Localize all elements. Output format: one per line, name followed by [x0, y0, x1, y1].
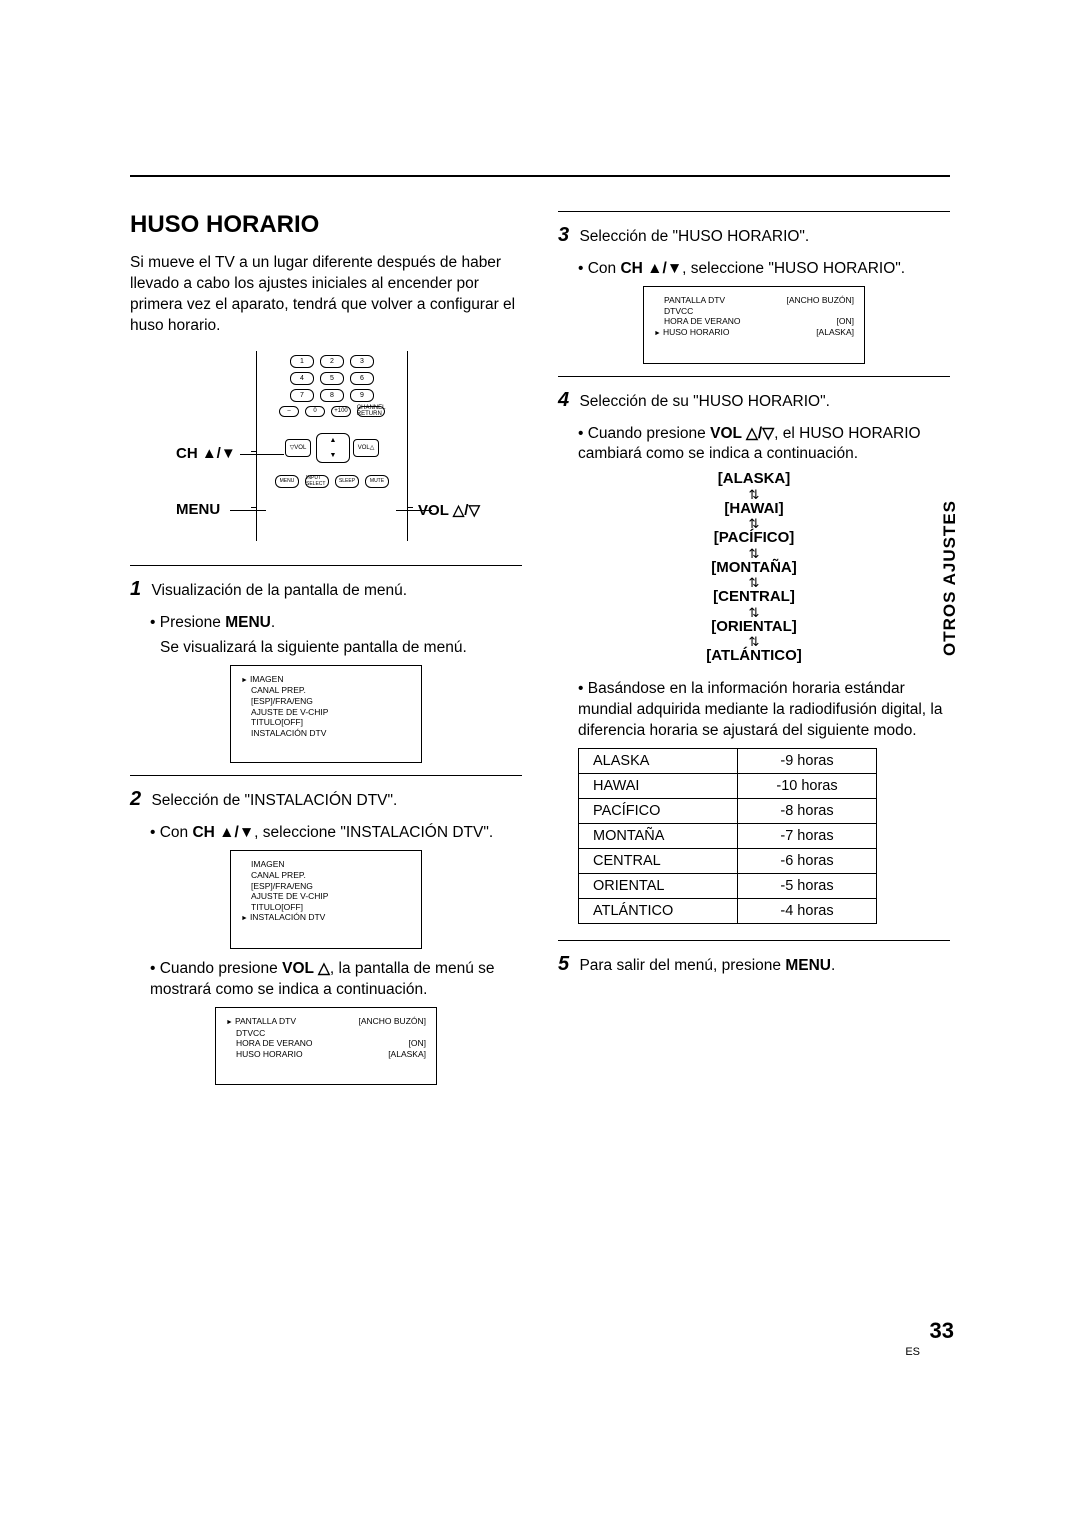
sleep-key: SLEEP	[335, 475, 359, 488]
menu-screenshot-2: IMAGEN CANAL PREP. [ESP]/FRA/ENG AJUSTE …	[230, 850, 422, 949]
menu-screenshot-1: IMAGEN CANAL PREP. [ESP]/FRA/ENG AJUSTE …	[230, 665, 422, 764]
table-row: HAWAI-10 horas	[579, 773, 877, 798]
table-row: MONTAÑA-7 horas	[579, 823, 877, 848]
table-row: ATLÁNTICO-4 horas	[579, 898, 877, 923]
divider	[130, 775, 522, 776]
table-row: PACÍFICO-8 horas	[579, 798, 877, 823]
step-3-text: Selección de "HUSO HORARIO".	[579, 228, 809, 245]
tick	[407, 507, 413, 508]
updown-arrow-icon: ⇅	[558, 606, 950, 619]
step-5-number: 5	[558, 953, 569, 975]
step-5-text-post: .	[831, 957, 835, 974]
keypad-7: 7	[290, 389, 314, 402]
step-2-detail: • Con CH ▲/▼, seleccione "INSTALACIÓN DT…	[130, 823, 522, 844]
keypad-1: 1	[290, 355, 314, 368]
divider	[558, 211, 950, 212]
step-5-text-pre: Para salir del menú, presione	[579, 957, 785, 974]
channel-return-key: CHANNEL RETURN	[357, 406, 385, 417]
side-tab: OTROS AJUSTES	[940, 500, 960, 656]
table-row: ALASKA-9 horas	[579, 748, 877, 773]
key-dash: –	[279, 406, 299, 417]
timezone-item: [PACÍFICO]	[558, 530, 950, 547]
input-select-key: INPUT SELECT	[305, 475, 329, 488]
page-content: HUSO HORARIO Si mueve el TV a un lugar d…	[130, 175, 950, 1095]
tick	[251, 507, 257, 508]
page-number: 33	[930, 1318, 954, 1344]
keypad-5: 5	[320, 372, 344, 385]
ch-up-icon: ▲	[330, 437, 337, 444]
step-3-number: 3	[558, 224, 569, 246]
step-4-number: 4	[558, 389, 569, 411]
menu-screenshot-4: PANTALLA DTV[ANCHO BUZÓN] DTVCC HORA DE …	[643, 286, 865, 364]
step-4-detail: • Cuando presione VOL △/▽, el HUSO HORAR…	[558, 424, 950, 466]
timezone-item: [ATLÁNTICO]	[558, 648, 950, 665]
step-5: 5 Para salir del menú, presione MENU.	[558, 951, 950, 978]
keypad-4: 4	[290, 372, 314, 385]
dpad: ▽VOL ▲ ▼ VOL△	[285, 425, 379, 469]
ch-callout-label: CH ▲/▼	[176, 445, 236, 462]
timezone-item: [ORIENTAL]	[558, 619, 950, 636]
step-3: 3 Selección de "HUSO HORARIO".	[558, 222, 950, 249]
step-2-number: 2	[130, 788, 141, 810]
updown-arrow-icon: ⇅	[558, 547, 950, 560]
timezone-cycle: [ALASKA] ⇅ [HAWAI] ⇅ [PACÍFICO] ⇅ [MONTA…	[558, 471, 950, 665]
menu-screenshot-3: PANTALLA DTV[ANCHO BUZÓN] DTVCC HORA DE …	[215, 1007, 437, 1085]
left-column: HUSO HORARIO Si mueve el TV a un lugar d…	[130, 211, 522, 1095]
ch-down-icon: ▼	[330, 452, 337, 459]
step-1-number: 1	[130, 578, 141, 600]
step-4-text: Selección de su "HUSO HORARIO".	[579, 393, 829, 410]
step-4: 4 Selección de su "HUSO HORARIO".	[558, 387, 950, 414]
timezone-item: [MONTAÑA]	[558, 560, 950, 577]
timezone-item: [HAWAI]	[558, 501, 950, 518]
keypad-9: 9	[350, 389, 374, 402]
menu-key: MENU	[275, 475, 299, 488]
right-column: 3 Selección de "HUSO HORARIO". • Con CH …	[558, 211, 950, 1095]
step-1-detail: • Presione MENU. Se visualizará la sigui…	[130, 613, 522, 659]
table-row: CENTRAL-6 horas	[579, 848, 877, 873]
mute-key: MUTE	[365, 475, 389, 488]
keypad-8: 8	[320, 389, 344, 402]
timezone-item: [CENTRAL]	[558, 589, 950, 606]
step-2-text: Selección de "INSTALACIÓN DTV".	[151, 792, 397, 809]
menu-callout-label: MENU	[176, 501, 220, 518]
divider	[130, 565, 522, 566]
keypad-2: 2	[320, 355, 344, 368]
tick	[251, 451, 257, 452]
section-title: HUSO HORARIO	[130, 211, 522, 239]
updown-arrow-icon: ⇅	[558, 488, 950, 501]
vol-down-key: ▽VOL	[285, 439, 311, 457]
offset-table: ALASKA-9 horas HAWAI-10 horas PACÍFICO-8…	[578, 748, 877, 924]
step-1: 1 Visualización de la pantalla de menú.	[130, 576, 522, 603]
language-code: ES	[905, 1346, 920, 1358]
step-3-detail: • Con CH ▲/▼, seleccione "HUSO HORARIO".	[558, 259, 950, 280]
key-plus100: +100	[331, 406, 351, 417]
divider	[558, 940, 950, 941]
intro-paragraph: Si mueve el TV a un lugar diferente desp…	[130, 253, 522, 337]
table-row: ORIENTAL-5 horas	[579, 873, 877, 898]
step-5-text-bold: MENU	[785, 957, 831, 974]
step-1-text: Visualización de la pantalla de menú.	[151, 582, 407, 599]
divider	[558, 376, 950, 377]
step-2: 2 Selección de "INSTALACIÓN DTV".	[130, 786, 522, 813]
keypad-3: 3	[350, 355, 374, 368]
step-4b-detail: • Basándose en la información horaria es…	[558, 679, 950, 742]
vol-up-key: VOL△	[353, 439, 379, 457]
keypad-0: 0	[305, 406, 325, 417]
step-2b-detail: • Cuando presione VOL △, la pantalla de …	[130, 959, 522, 1001]
timezone-item: [ALASKA]	[558, 471, 950, 488]
remote-diagram: CH ▲/▼ MENU VOL △/▽ 1 2 3 4 5 6 7	[176, 351, 476, 551]
keypad-6: 6	[350, 372, 374, 385]
